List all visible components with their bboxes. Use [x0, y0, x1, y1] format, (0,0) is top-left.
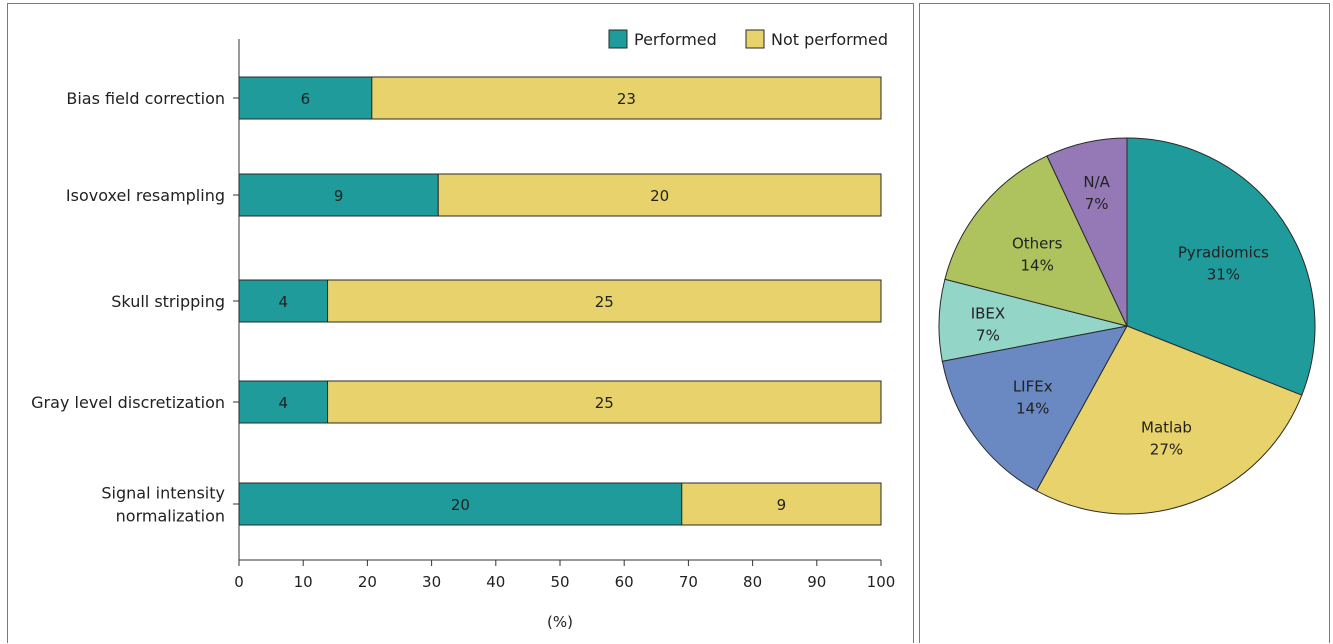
bar-value-label: 4 — [279, 293, 289, 311]
y-category-label: Gray level discretization — [31, 393, 225, 412]
bar-not-performed — [327, 380, 882, 424]
pie-chart-panel: Pyradiomics 31% Matlab 27% LIFEx 14% IBEX 7% Oth… — [919, 3, 1330, 643]
bar-value-label: 6 — [301, 90, 311, 108]
stacked-bar-chart: 0 10 20 30 40 50 60 70 80 90 100 (%) 6 23 Bias field c… — [31, 29, 896, 631]
y-category-label: Isovoxel resampling — [66, 186, 225, 205]
pie-slice-value: 14% — [1021, 257, 1054, 275]
legend: Performed Not performed — [608, 29, 888, 49]
pie-slice-value: 7% — [1085, 195, 1109, 213]
bar-value-label: 20 — [650, 187, 669, 205]
pie-slice-name: Matlab — [1141, 419, 1192, 437]
legend-label-not-performed: Not performed — [771, 30, 888, 49]
pie-slice-others — [944, 155, 1128, 327]
legend-swatch-performed — [608, 29, 628, 49]
legend-swatch-not-performed — [745, 29, 765, 49]
pie-slice-pyradiomics — [1126, 137, 1316, 396]
pie-slice-name: LIFEx — [1013, 378, 1053, 396]
x-tick-label: 10 — [294, 573, 313, 591]
y-category-label-line: Isovoxel resampling — [66, 186, 225, 205]
x-tick-label: 40 — [486, 573, 505, 591]
pie-slice-name: N/A — [1083, 173, 1110, 191]
bar-performed — [238, 173, 439, 217]
x-tick-label: 90 — [807, 573, 826, 591]
x-tick-label: 20 — [358, 573, 377, 591]
pie-label-ibex: IBEX 7% — [971, 305, 1005, 345]
x-tick-label: 50 — [550, 573, 569, 591]
y-category-label: Signal intensity normalization — [101, 484, 225, 526]
bar-value-label: 25 — [595, 293, 614, 311]
x-tick-label: 30 — [422, 573, 441, 591]
x-axis-label: (%) — [547, 613, 573, 631]
pie-slice-matlab — [1035, 325, 1303, 515]
bar-value-label: 23 — [617, 90, 636, 108]
bar-chart-panel: 0 10 20 30 40 50 60 70 80 90 100 (%) 6 23 Bias field c… — [7, 3, 914, 643]
pie-slice-value: 27% — [1150, 441, 1183, 459]
x-tick-label: 60 — [615, 573, 634, 591]
pie-label-lifex: LIFEx 14% — [1013, 378, 1053, 418]
bar-value-label: 20 — [451, 496, 470, 514]
pie-slice-name: Others — [1012, 235, 1063, 253]
y-category-label-line: Signal intensity — [101, 484, 225, 503]
pie-slice-value: 7% — [976, 327, 1000, 345]
legend-label-performed: Performed — [634, 30, 717, 49]
pie-label-others: Others 14% — [1012, 235, 1063, 275]
pie-slice-name: IBEX — [971, 305, 1005, 323]
pie-slice-name: Pyradiomics — [1178, 243, 1269, 261]
x-tick-label: 70 — [679, 573, 698, 591]
bar-not-performed — [327, 279, 882, 323]
y-category-label-line: Gray level discretization — [31, 393, 225, 412]
x-tick-label: 100 — [867, 573, 896, 591]
pie-label-pyradiomics: Pyradiomics 31% — [1178, 243, 1269, 283]
pie-slice-value: 14% — [1016, 400, 1049, 418]
bar-not-performed — [681, 482, 882, 526]
pie-chart: Pyradiomics 31% Matlab 27% LIFEx 14% IBEX 7% Oth… — [938, 137, 1316, 515]
y-category-label-line: Skull stripping — [111, 292, 225, 311]
y-category-label-line: Bias field correction — [66, 89, 225, 108]
y-category-label: Bias field correction — [66, 89, 225, 108]
bar-value-label: 4 — [279, 394, 289, 412]
y-category-label: Skull stripping — [111, 292, 225, 311]
bar-value-label: 9 — [334, 187, 344, 205]
y-category-label-line: normalization — [116, 507, 225, 526]
x-tick-label: 0 — [234, 573, 244, 591]
bar-value-label: 25 — [595, 394, 614, 412]
pie-slice-n-a — [1046, 137, 1128, 327]
pie-slice-value: 31% — [1207, 265, 1240, 283]
pie-slice-lifex — [941, 325, 1128, 492]
bar-not-performed — [437, 173, 882, 217]
bar-value-label: 9 — [777, 496, 787, 514]
x-tick-label: 80 — [743, 573, 762, 591]
pie-label-matlab: Matlab 27% — [1141, 419, 1192, 459]
bar-not-performed — [371, 76, 882, 120]
bar-performed — [238, 76, 373, 120]
pie-label-n-a: N/A 7% — [1083, 173, 1110, 213]
